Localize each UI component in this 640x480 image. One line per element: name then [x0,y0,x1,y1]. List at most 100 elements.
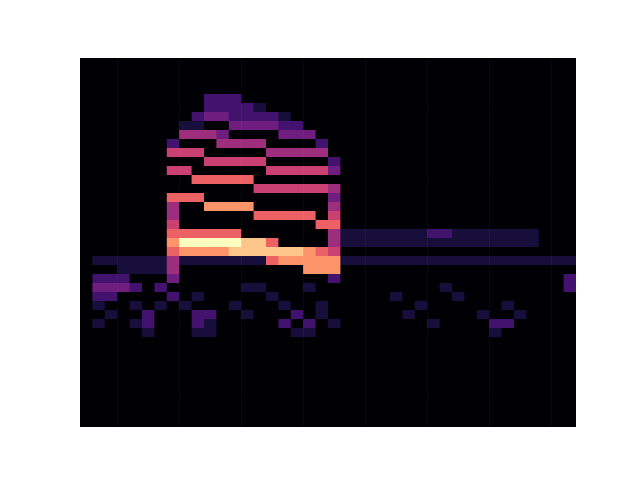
cell [254,238,267,248]
cell [117,139,130,149]
cell [316,220,329,230]
cell [539,418,552,427]
cell [192,175,205,185]
cell [514,103,527,113]
cell [415,373,428,383]
cell [316,193,329,203]
cell [452,247,465,257]
cell [502,76,515,86]
cell [80,238,93,248]
cell [179,346,192,356]
cell [316,94,329,104]
cell [526,364,539,374]
cell [564,337,576,347]
cell [415,220,428,230]
cell [440,130,453,140]
cell [154,355,167,365]
cell [427,67,440,77]
cell [179,121,192,131]
cell [526,76,539,86]
cell [179,391,192,401]
cell [526,166,539,176]
cell [142,391,155,401]
cell [241,337,254,347]
cell [291,382,304,392]
cell [415,112,428,122]
cell [464,112,477,122]
cell [365,238,378,248]
cell [92,301,105,311]
cell [464,301,477,311]
cell [154,67,167,77]
cell [204,211,217,221]
cell [80,148,93,158]
cell [415,67,428,77]
cell [551,166,564,176]
cell [291,148,304,158]
cell [378,220,391,230]
cell [464,319,477,329]
cell [477,292,490,302]
cell [440,238,453,248]
cell [316,355,329,365]
cell [241,418,254,427]
cell [502,355,515,365]
cell [452,58,465,68]
cell [278,409,291,419]
cell [303,166,316,176]
cell [365,121,378,131]
cell [402,355,415,365]
cell [340,121,353,131]
cell [266,130,279,140]
cell [179,256,192,266]
cell [254,175,267,185]
cell [328,256,341,266]
cell [266,139,279,149]
cell [92,121,105,131]
cell [353,346,366,356]
cell [353,364,366,374]
cell [402,67,415,77]
cell [154,94,167,104]
cell [340,229,353,239]
cell [353,202,366,212]
cell [154,337,167,347]
cell [254,265,267,275]
cell [316,283,329,293]
cell [489,229,502,239]
cell [241,274,254,284]
cell [390,265,403,275]
cell [390,373,403,383]
cell [303,283,316,293]
cell [489,76,502,86]
cell [526,310,539,320]
cell [502,58,515,68]
cell [539,184,552,194]
cell [477,400,490,410]
cell [179,274,192,284]
cell [477,175,490,185]
cell [303,67,316,77]
cell [204,175,217,185]
cell [303,184,316,194]
cell [278,193,291,203]
cell [266,121,279,131]
cell [216,310,229,320]
cell [514,85,527,95]
cell [142,364,155,374]
cell [229,148,242,158]
cell [216,337,229,347]
cell [154,220,167,230]
cell [154,328,167,338]
cell [154,193,167,203]
cell [564,418,576,427]
cell [365,184,378,194]
cell [378,238,391,248]
cell [278,220,291,230]
cell [502,85,515,95]
cell [526,391,539,401]
cell [390,94,403,104]
cell [154,112,167,122]
cell [564,193,576,203]
cell [353,184,366,194]
